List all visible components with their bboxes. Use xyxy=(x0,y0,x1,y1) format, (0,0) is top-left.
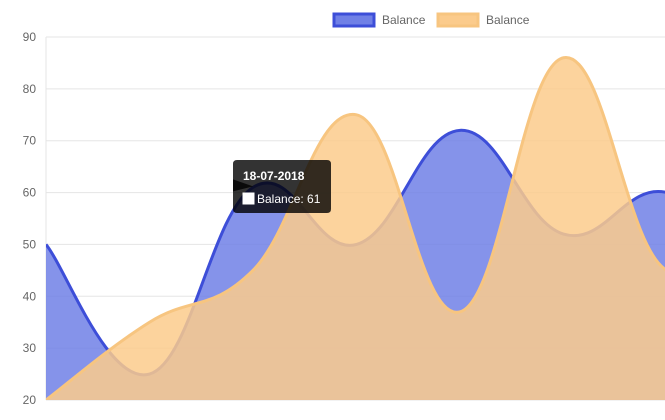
y-tick-label: 20 xyxy=(23,393,37,407)
tooltip-swatch xyxy=(242,192,255,205)
y-tick-label: 60 xyxy=(23,186,37,200)
y-tick-label: 90 xyxy=(23,30,37,44)
legend-item-1[interactable]: Balance xyxy=(332,12,426,28)
tooltip-pointer xyxy=(233,179,253,192)
y-tick-label: 50 xyxy=(23,237,37,251)
legend-item-2[interactable]: Balance xyxy=(436,12,530,28)
series-line-2 xyxy=(46,56,665,400)
legend[interactable]: Balance Balance xyxy=(332,12,530,28)
tooltip-label: Balance: 61 xyxy=(257,192,321,206)
tooltip-title: 18-07-2018 xyxy=(243,169,305,183)
y-tick-label: 80 xyxy=(23,82,37,96)
y-tick-label: 30 xyxy=(23,341,37,355)
series-area-2 xyxy=(46,57,665,400)
legend-swatch xyxy=(436,12,480,28)
y-axis: 20 30 40 50 60 70 80 90 xyxy=(23,30,37,407)
legend-label: Balance xyxy=(486,13,530,27)
legend-swatch xyxy=(332,12,376,28)
y-tick-label: 40 xyxy=(23,289,37,303)
tooltip-box xyxy=(233,160,331,213)
y-tick-label: 70 xyxy=(23,134,37,148)
legend-label: Balance xyxy=(382,13,426,27)
tooltip: 18-07-2018 Balance: 61 xyxy=(233,160,331,213)
series-areas xyxy=(46,56,665,400)
